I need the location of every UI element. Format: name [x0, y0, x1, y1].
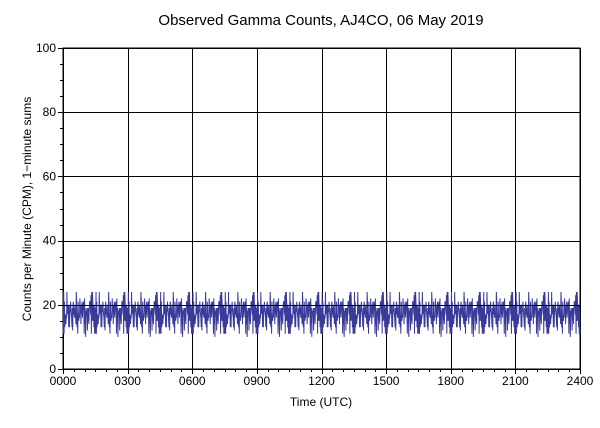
x-tick-label: 0000 [50, 374, 77, 388]
y-tick-label: 40 [43, 234, 57, 248]
minor-ticks [60, 64, 570, 372]
series-line [62, 291, 581, 337]
x-tick-label: 0900 [244, 374, 271, 388]
x-tick-label: 1800 [437, 374, 464, 388]
x-tick-label: 0600 [179, 374, 206, 388]
y-tick-labels: 0 20 40 60 80 100 [36, 41, 56, 376]
x-tick-label: 1500 [373, 374, 400, 388]
chart-title: Observed Gamma Counts, AJ4CO, 06 May 201… [158, 12, 483, 29]
y-tick-label: 100 [36, 41, 56, 55]
x-axis-label: Time (UTC) [290, 395, 352, 409]
y-tick-label: 60 [43, 169, 57, 183]
x-tick-label: 2100 [502, 374, 529, 388]
y-tick-label: 20 [43, 298, 57, 312]
series-group [62, 291, 581, 337]
x-tick-label: 1200 [308, 374, 335, 388]
y-axis-label: Counts per Minute (CPM), 1−minute sums [20, 97, 34, 321]
y-tick-label: 80 [43, 105, 57, 119]
x-tick-labels: 0000 0300 0600 0900 1200 1500 1800 2100 2400 [50, 374, 594, 388]
y-tick-label: 0 [49, 362, 56, 376]
x-tick-label: 0300 [114, 374, 141, 388]
x-tick-label: 2400 [567, 374, 594, 388]
